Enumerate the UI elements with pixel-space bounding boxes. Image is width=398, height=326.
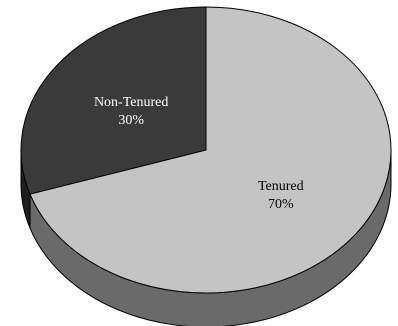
pie-tops	[20, 6, 392, 294]
slice-percent-non-tenured: 30%	[118, 113, 144, 128]
slice-label-tenured: Tenured	[258, 179, 304, 194]
slice-label-non-tenured: Non-Tenured	[94, 95, 168, 110]
pie-labels: Non-Tenured 30% Tenured 70%	[94, 95, 304, 212]
slice-percent-tenured: 70%	[268, 197, 294, 212]
pie-slice-tenured	[29, 6, 392, 294]
pie-slice-non-tenured	[20, 6, 207, 195]
